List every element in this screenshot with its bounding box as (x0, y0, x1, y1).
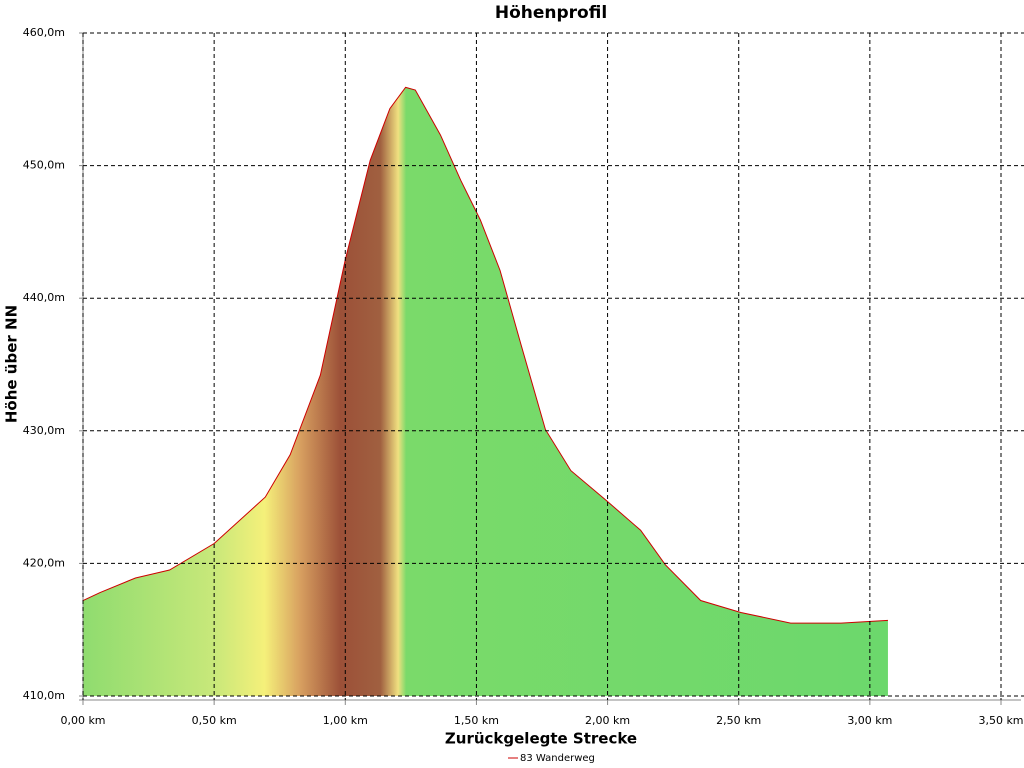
x-tick-label: 3,50 km (978, 714, 1023, 727)
x-tick-label: 1,50 km (454, 714, 499, 727)
x-tick-label: 3,00 km (847, 714, 892, 727)
x-axis-title: Zurückgelegte Strecke (445, 730, 637, 748)
x-tick-label: 1,00 km (323, 714, 368, 727)
y-tick-label: 410,0m (23, 689, 65, 702)
y-tick-label: 460,0m (23, 26, 65, 39)
y-tick-label: 450,0m (23, 159, 65, 172)
y-tick-label: 440,0m (23, 291, 65, 304)
x-tick-label: 0,00 km (60, 714, 105, 727)
y-axis-title: Höhe über NN (3, 305, 21, 423)
chart-title: Höhenprofil (495, 3, 607, 23)
x-tick-label: 0,50 km (192, 714, 237, 727)
area-fill (83, 87, 888, 697)
x-tick-label: 2,00 km (585, 714, 630, 727)
legend-label: 83 Wanderweg (520, 753, 595, 764)
x-tick-label: 2,50 km (716, 714, 761, 727)
area-line (82, 86, 888, 624)
y-tick-label: 430,0m (23, 424, 65, 437)
y-tick-label: 420,0m (23, 556, 65, 569)
